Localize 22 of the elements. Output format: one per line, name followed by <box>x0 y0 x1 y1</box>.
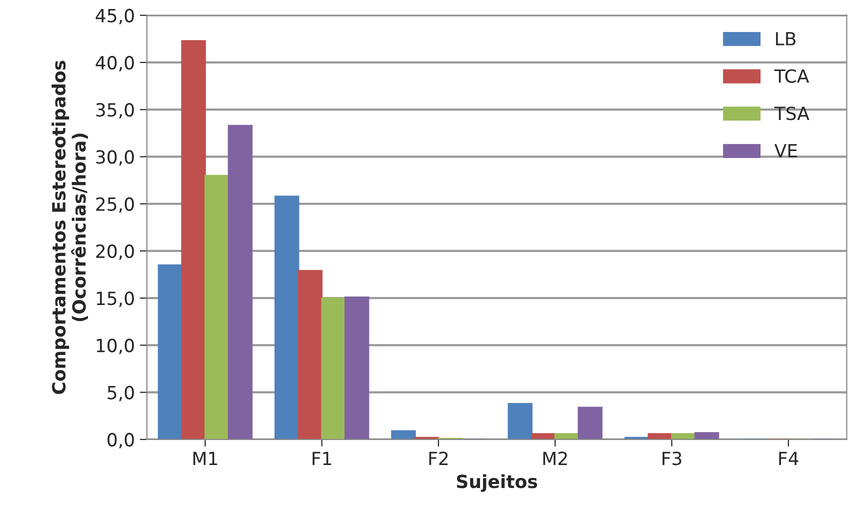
y-tick-label: 45,0 <box>96 8 134 24</box>
y-tick-label: 15,0 <box>96 292 134 308</box>
y-tick-label: 35,0 <box>96 103 134 119</box>
legend-label: TSA <box>774 106 810 120</box>
x-tick-label: M2 <box>543 452 567 465</box>
x-tick-label: M1 <box>193 452 218 465</box>
y-tick-label: 10,0 <box>96 338 134 354</box>
x-tick-label: F2 <box>429 452 448 465</box>
y-tick-label: 25,0 <box>96 197 134 213</box>
x-axis-title: Sujeitos <box>456 474 538 492</box>
y-axis-title: Comportamentos Estereotipados (Ocorrências/hora) <box>52 60 88 394</box>
x-tick-label: F3 <box>662 452 682 466</box>
legend-label: TCA <box>774 69 810 83</box>
y-tick-label: 0,0 <box>108 432 134 448</box>
x-tick-label: F4 <box>779 452 798 465</box>
legend-label: VE <box>774 144 797 158</box>
y-tick-label: 40,0 <box>96 56 134 72</box>
legend-label: LB <box>776 32 796 46</box>
x-tick-label: F1 <box>312 452 332 465</box>
y-tick-label: 5,0 <box>108 386 134 402</box>
y-tick-label: 30,0 <box>96 150 134 166</box>
y-tick-label: 20,0 <box>96 244 134 260</box>
